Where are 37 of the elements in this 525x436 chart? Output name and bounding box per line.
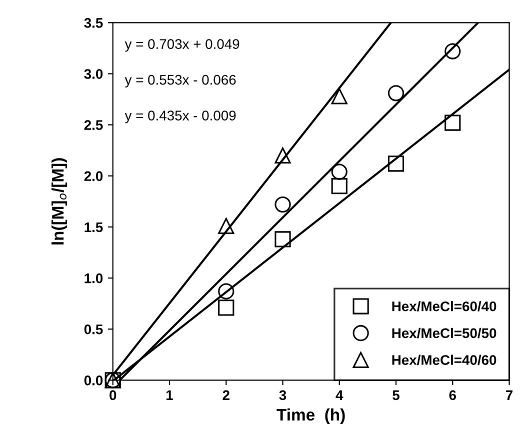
point	[388, 85, 404, 102]
point	[444, 43, 461, 60]
x-axis-title: Time (h)	[276, 408, 345, 424]
point	[444, 114, 461, 131]
point	[274, 147, 291, 164]
x-tick-label: 1	[166, 390, 173, 400]
legend-label: Hex/MeCl=60/40	[392, 301, 496, 312]
y-tick-label: 0.0	[84, 376, 103, 386]
y-tick-label: 1.0	[84, 273, 103, 284]
point	[274, 231, 291, 248]
annotation: y = 0.553x - 0.066	[124, 74, 236, 88]
y-tick-label: 2.5	[84, 120, 103, 130]
y-tick-label: 0.5	[84, 324, 103, 334]
x-tick-label: 6	[449, 390, 456, 400]
y-tick-label: 3.5	[84, 18, 103, 28]
x-tick-label: 4	[336, 390, 344, 400]
y-tick-label: 1.5	[84, 222, 103, 232]
legend-label: Hex/MeCl=40/60	[392, 354, 496, 366]
x-tick-label: 0	[110, 390, 116, 400]
x-tick-label: 3	[279, 390, 286, 400]
y-axis-title: ln([M]$_{o}$/[M])	[52, 158, 68, 244]
annotation: y = 0.703x + 0.049	[124, 39, 240, 52]
y-tick-label: 3.0	[84, 69, 103, 79]
annotation: y = 0.435x - 0.009	[124, 110, 236, 124]
legend-label: Hex/MeCl=50/50	[392, 328, 496, 338]
point	[218, 300, 234, 316]
x-tick-label: 7	[506, 390, 512, 400]
point	[218, 283, 234, 300]
point	[331, 178, 348, 194]
point	[218, 218, 234, 234]
point	[388, 156, 404, 172]
x-tick-label: 2	[222, 390, 230, 400]
y-tick-label: 2.0	[84, 171, 103, 182]
point	[274, 196, 291, 213]
point	[331, 164, 348, 180]
point	[331, 88, 348, 104]
x-tick-label: 5	[392, 390, 400, 400]
